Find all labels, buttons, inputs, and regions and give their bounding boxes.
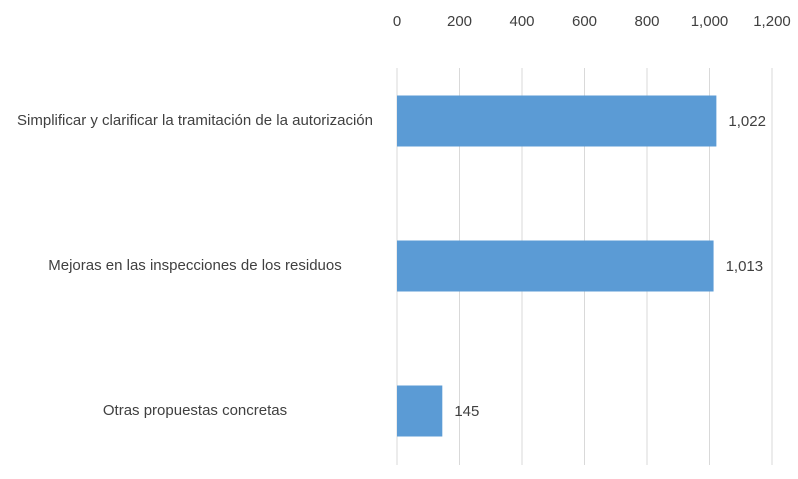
category-label: Otras propuestas concretas: [102, 402, 288, 419]
x-tick-label: 800: [634, 13, 659, 30]
x-tick-label: 1,200: [753, 13, 791, 30]
data-label: 145: [454, 403, 479, 420]
data-label: 1,013: [726, 258, 764, 275]
category-label: Simplificar y clarificar la tramitación …: [17, 112, 373, 129]
bar: [397, 240, 714, 292]
bar: [397, 95, 717, 147]
x-tick-label: 400: [509, 13, 534, 30]
x-tick-label: 1,000: [691, 13, 729, 30]
x-tick-label: 600: [572, 13, 597, 30]
bar: [397, 385, 443, 437]
data-label: 1,022: [728, 113, 766, 130]
x-tick-label: 200: [447, 13, 472, 30]
category-label: Mejoras en las inspecciones de los resid…: [48, 257, 342, 274]
x-tick-label: 0: [393, 13, 401, 30]
